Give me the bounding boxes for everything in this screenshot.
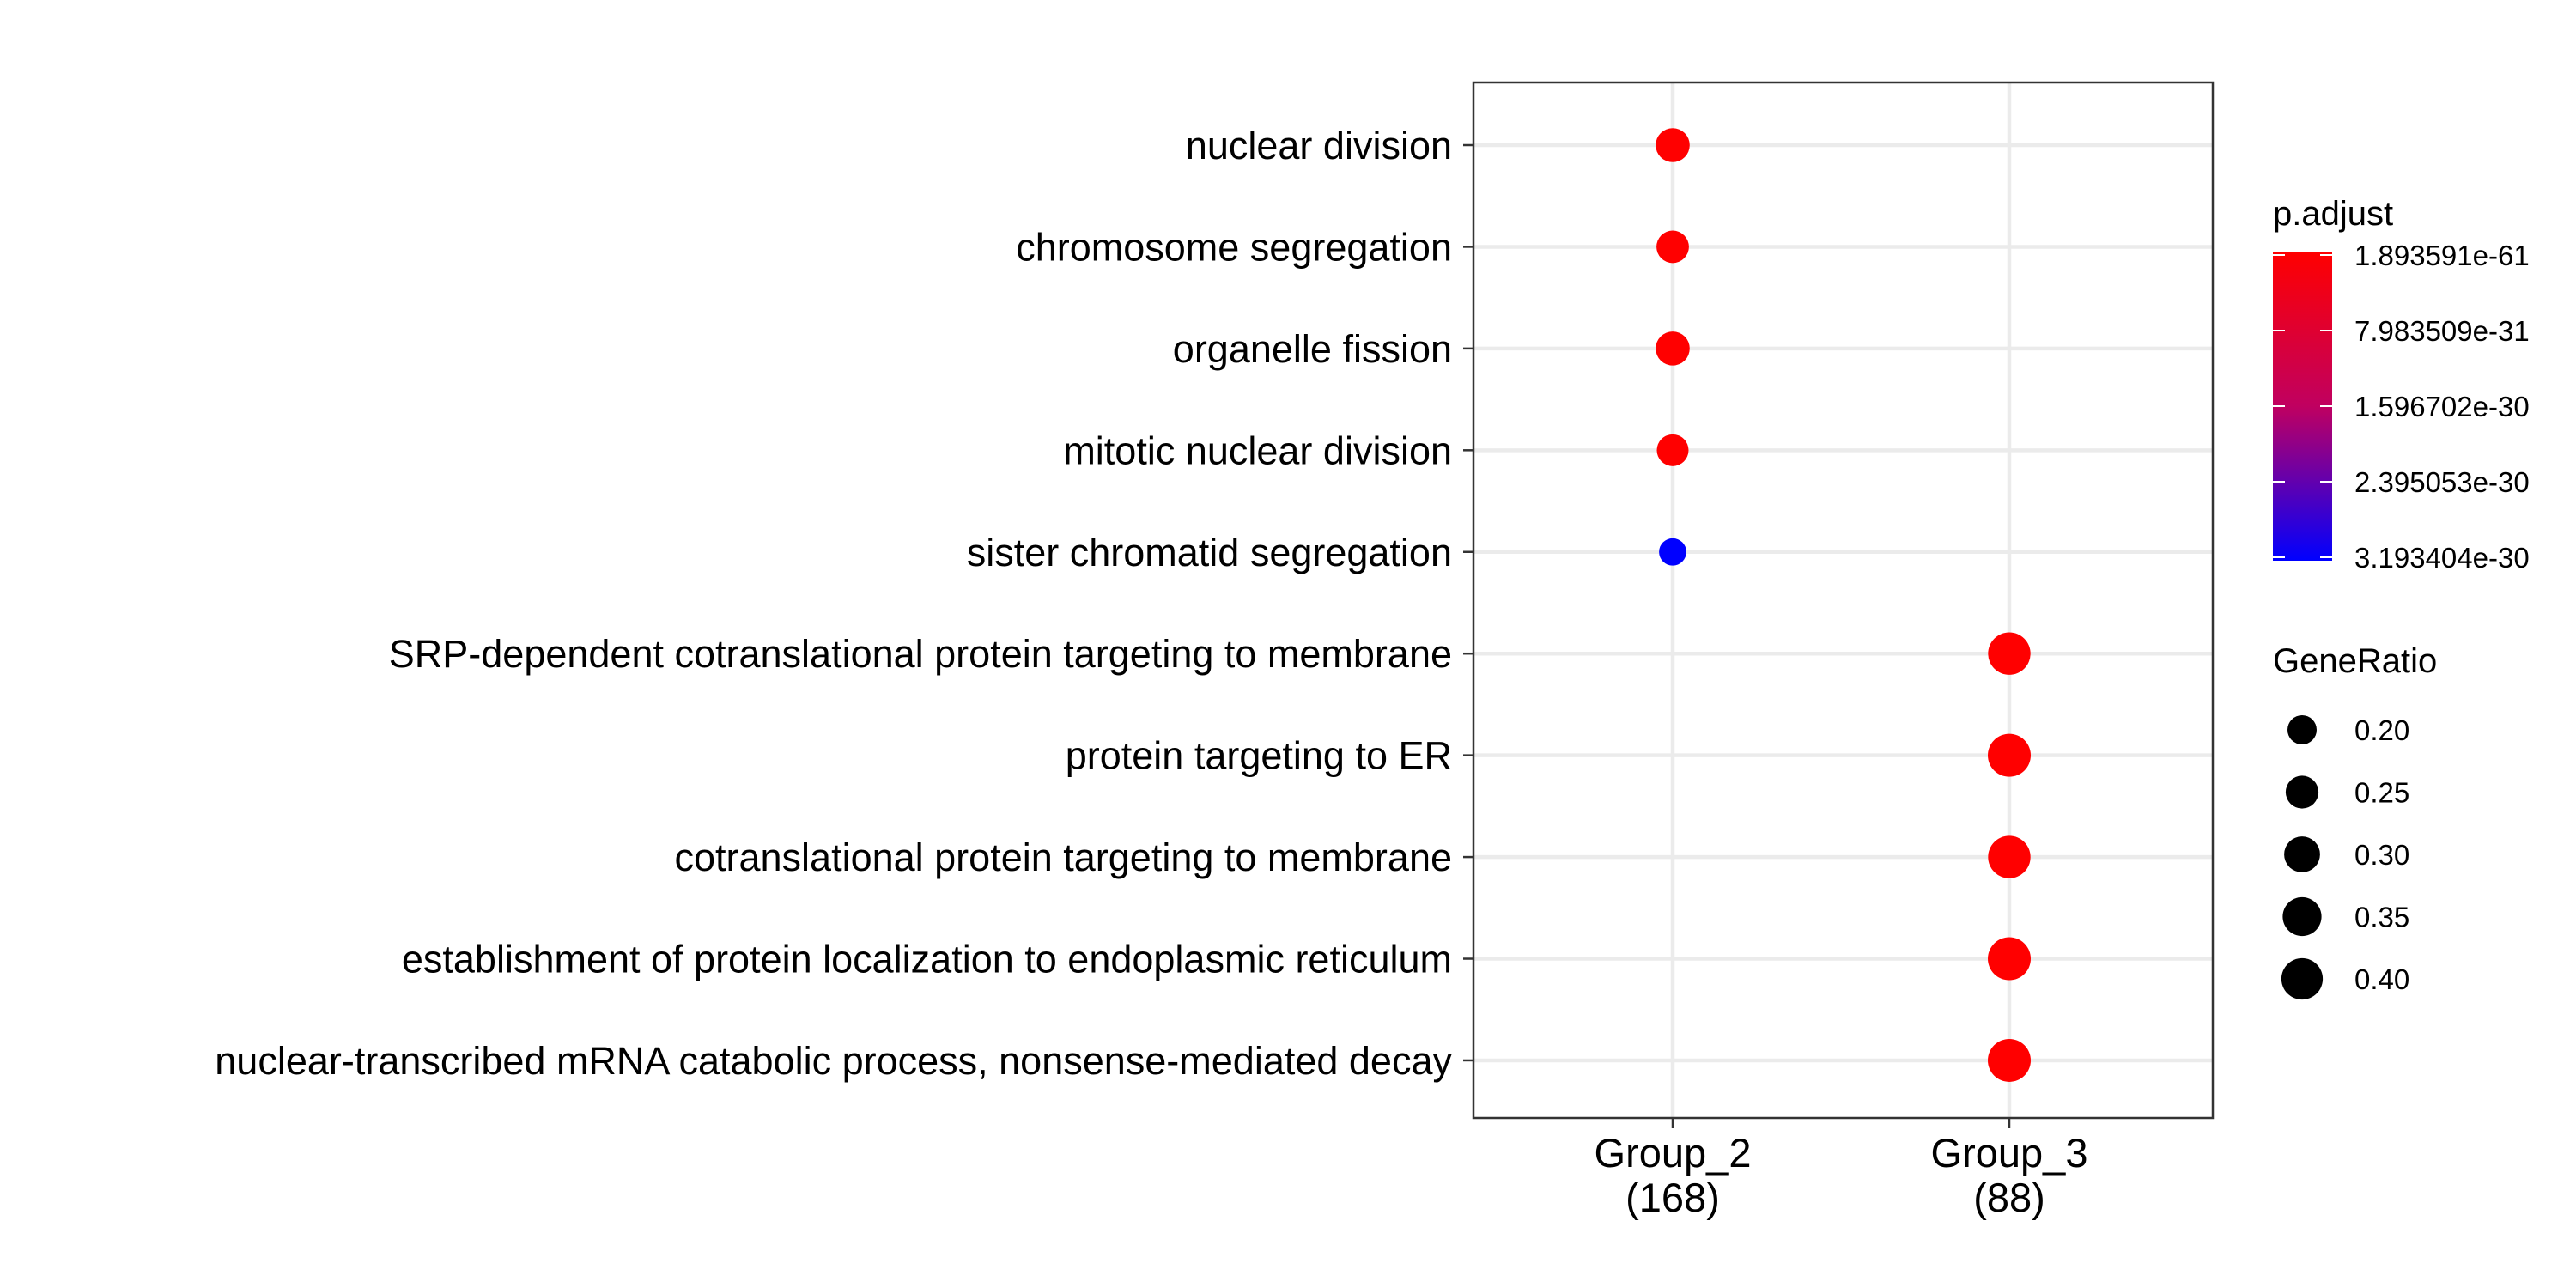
color-legend-ticks: 1.893591e-61 7.983509e-31 1.596702e-30 2.39… — [2273, 240, 2530, 574]
color-legend: p.adjust 1.893591e-61 7.983509e-31 1.59670… — [2273, 195, 2530, 574]
size-legend-items: 0.20 0.25 0.30 0.35 0.40 — [2281, 714, 2409, 1000]
data-point — [1988, 1038, 2031, 1082]
x-axis: Group_2 (168) Group_3 (88) — [1595, 1118, 2088, 1220]
color-legend-tick-label: 2.395053e-30 — [2354, 466, 2530, 498]
color-legend-title: p.adjust — [2273, 195, 2393, 233]
y-tick-label: SRP-dependent cotranslational protein ta… — [389, 632, 1452, 676]
y-tick-label: sister chromatid segregation — [967, 531, 1452, 574]
data-point — [1988, 937, 2031, 981]
data-point — [1988, 733, 2031, 777]
size-legend-label: 0.40 — [2354, 963, 2409, 995]
color-legend-tick-label: 7.983509e-31 — [2354, 315, 2530, 347]
size-legend-title: GeneRatio — [2273, 642, 2437, 680]
y-tick-label: nuclear division — [1186, 124, 1452, 167]
size-legend-label: 0.30 — [2354, 839, 2409, 871]
y-tick-label: nuclear-transcribed mRNA catabolic proce… — [215, 1039, 1452, 1083]
data-point — [1656, 331, 1690, 366]
x-tick-label: Group_3 (88) — [1931, 1130, 2088, 1220]
y-tick-label: protein targeting to ER — [1066, 734, 1452, 778]
data-points — [1656, 128, 2031, 1082]
plot-panel-border — [1472, 81, 2215, 1120]
data-point — [1988, 632, 2031, 675]
color-legend-tick-label: 1.596702e-30 — [2354, 391, 2530, 422]
data-point — [1988, 835, 2031, 878]
size-legend-label: 0.35 — [2354, 902, 2409, 933]
y-tick-label: mitotic nuclear division — [1063, 428, 1452, 472]
size-legend: GeneRatio 0.20 0.25 0.30 0.35 0.40 — [2273, 642, 2437, 1000]
size-legend-key — [2287, 715, 2317, 744]
size-legend-key — [2282, 896, 2322, 937]
plot-panel — [1473, 82, 2213, 1118]
size-legend-label: 0.20 — [2354, 714, 2409, 746]
y-tick-label: cotranslational protein targeting to mem… — [674, 835, 1452, 879]
data-point — [1656, 434, 1689, 466]
y-tick-label: establishment of protein localization to… — [402, 938, 1452, 981]
grid-lines — [1473, 82, 2213, 1118]
y-tick-label: chromosome segregation — [1016, 225, 1452, 269]
color-legend-tick-label: 1.893591e-61 — [2354, 240, 2530, 271]
size-legend-key — [2285, 775, 2319, 809]
x-tick-label: Group_2 (168) — [1595, 1130, 1752, 1220]
y-tick-label: organelle fission — [1173, 327, 1452, 371]
size-legend-key — [2284, 836, 2320, 872]
size-legend-key — [2281, 957, 2324, 1000]
data-point — [1656, 230, 1689, 264]
color-legend-tick-label: 3.193404e-30 — [2354, 542, 2530, 574]
data-point — [1659, 538, 1686, 566]
y-axis: nuclear division chromosome segregation or… — [215, 124, 1473, 1083]
data-point — [1656, 128, 1690, 162]
size-legend-label: 0.25 — [2354, 777, 2409, 809]
